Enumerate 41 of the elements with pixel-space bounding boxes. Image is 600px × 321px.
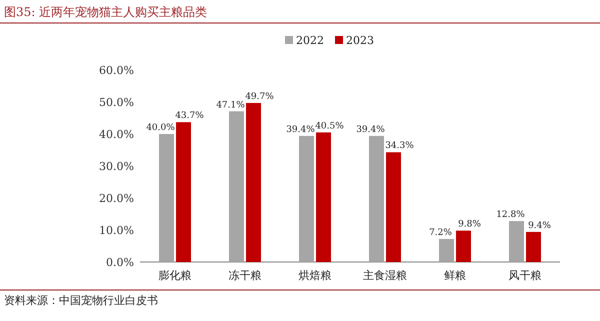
bar <box>369 136 384 262</box>
y-tick-label: 40.0% <box>99 128 134 141</box>
y-tick-label: 10.0% <box>99 224 134 237</box>
bar <box>456 230 471 262</box>
x-tick-label: 烘焙粮 <box>298 269 332 282</box>
data-label: 12.8% <box>496 210 526 220</box>
bar <box>316 132 331 262</box>
x-tick-label: 风干粮 <box>508 269 542 282</box>
data-label: 43.7% <box>175 111 204 122</box>
y-tick-label: 60.0% <box>99 64 134 77</box>
data-label: 34.3% <box>385 141 414 152</box>
y-tick-label: 0.0% <box>106 256 134 269</box>
bar <box>159 134 174 262</box>
data-label: 49.7% <box>245 92 274 102</box>
bar <box>509 221 524 262</box>
bar <box>386 152 401 262</box>
data-label: 39.4% <box>356 124 386 135</box>
y-tick-label: 50.0% <box>99 96 134 109</box>
x-tick-label: 鲜粮 <box>444 269 466 282</box>
bar <box>229 111 244 262</box>
bar <box>439 238 454 262</box>
data-label: 9.4% <box>528 220 552 231</box>
data-label: 40.0% <box>146 123 176 133</box>
legend-label: 2022 <box>296 34 324 47</box>
legend-label: 2023 <box>346 34 374 47</box>
x-tick-label: 主食湿粮 <box>363 269 407 282</box>
bar <box>526 232 541 262</box>
data-label: 7.2% <box>429 228 452 238</box>
y-tick-label: 20.0% <box>99 192 134 205</box>
x-tick-label: 冻干粮 <box>228 269 262 282</box>
data-label: 9.8% <box>458 220 482 230</box>
data-label: 40.5% <box>315 121 344 132</box>
data-label: 47.1% <box>216 100 246 110</box>
y-tick-label: 30.0% <box>99 160 134 173</box>
data-label: 39.4% <box>286 124 316 135</box>
bar <box>246 102 261 262</box>
text: 资料来源：中国宠物行业白皮书 <box>4 294 158 307</box>
chart-title: 图35: 近两年宠物猫主人购买主粮品类 <box>4 5 208 19</box>
bar <box>176 122 191 262</box>
x-tick-label: 膨化粮 <box>158 269 192 282</box>
bar <box>299 136 314 262</box>
